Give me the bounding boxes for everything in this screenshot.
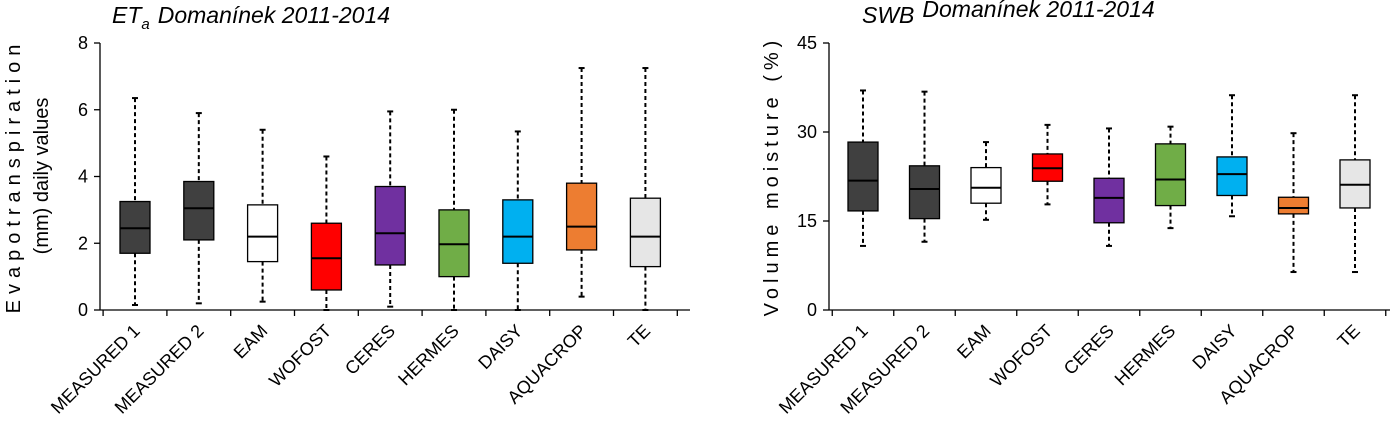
chart-eta-title: ETa Domanínek 2011-2014 bbox=[112, 2, 390, 33]
swb-iqr-box bbox=[847, 141, 879, 212]
eta-iqr-box bbox=[310, 222, 343, 291]
chart-swb-title: SWB Domanínek 2011-2014 bbox=[862, 0, 1155, 28]
swb-category-label: EAM bbox=[953, 321, 995, 363]
eta-ytick-label: 2 bbox=[78, 233, 88, 253]
swb-iqr-box bbox=[1216, 156, 1248, 197]
eta-ytick-label: 6 bbox=[78, 100, 88, 120]
eta-iqr-box bbox=[246, 204, 279, 263]
eta-iqr-box bbox=[629, 197, 662, 268]
swb-iqr-box bbox=[1277, 196, 1310, 215]
swb-ytick-label: 30 bbox=[797, 122, 817, 142]
chart-eta: ETa Domanínek 2011-2014 Evapotranspiratio… bbox=[3, 2, 690, 418]
swb-ytick-label: 45 bbox=[797, 33, 817, 53]
eta-iqr-box bbox=[183, 180, 215, 241]
swb-category-label: TE bbox=[1333, 321, 1363, 351]
swb-box-7 bbox=[1277, 132, 1310, 274]
eta-box-8 bbox=[629, 67, 662, 311]
eta-iqr-box bbox=[438, 209, 470, 278]
eta-category-label: EAM bbox=[230, 321, 272, 363]
swb-box-4 bbox=[1093, 127, 1125, 247]
swb-category-label: CERES bbox=[1060, 321, 1118, 379]
eta-box-3 bbox=[310, 155, 343, 311]
chart-swb-ylabel: Volume moisture (%) bbox=[761, 36, 783, 317]
swb-box-8 bbox=[1339, 94, 1371, 274]
eta-ytick-label: 4 bbox=[78, 167, 88, 187]
eta-category-label: DAISY bbox=[474, 321, 526, 373]
eta-box-2 bbox=[246, 128, 279, 303]
swb-box-2 bbox=[970, 141, 1002, 221]
eta-box-6 bbox=[502, 130, 534, 311]
chart-eta-title-rest: Domanínek 2011-2014 bbox=[158, 2, 390, 28]
eta-category-label: CERES bbox=[341, 321, 399, 379]
eta-category-label: TE bbox=[624, 321, 654, 351]
eta-iqr-box bbox=[374, 185, 406, 266]
eta-category-label: HERMES bbox=[394, 321, 463, 390]
eta-ytick-label: 0 bbox=[78, 300, 88, 320]
swb-iqr-box bbox=[1093, 177, 1125, 224]
swb-iqr-box bbox=[1154, 143, 1187, 207]
swb-ytick-label: 0 bbox=[807, 300, 817, 320]
chart-eta-title-main: ET bbox=[112, 2, 143, 28]
swb-box-1 bbox=[908, 90, 941, 243]
chart-swb-title-rest: Domanínek 2011-2014 bbox=[922, 0, 1154, 22]
eta-box-4 bbox=[374, 110, 406, 308]
swb-box-6 bbox=[1216, 94, 1248, 218]
eta-box-7 bbox=[565, 67, 598, 298]
chart-eta-ylabel-line1: Evapotranspiration bbox=[3, 39, 25, 314]
eta-ytick-label: 8 bbox=[78, 33, 88, 53]
swb-box-0 bbox=[847, 89, 879, 247]
chart-eta-ylabel-line2: (mm) daily values bbox=[31, 98, 53, 255]
swb-iqr-box bbox=[908, 165, 941, 220]
chart-swb: SWB Domanínek 2011-2014 Volume moisture (… bbox=[761, 0, 1390, 418]
swb-category-label: WOFOST bbox=[986, 321, 1056, 391]
swb-category-label: HERMES bbox=[1111, 321, 1180, 390]
eta-iqr-box bbox=[565, 182, 598, 251]
swb-category-label: DAISY bbox=[1188, 321, 1240, 373]
eta-iqr-box bbox=[502, 199, 534, 264]
eta-box-1 bbox=[183, 112, 215, 305]
swb-box-3 bbox=[1031, 123, 1064, 206]
chart-eta-title-sub: a bbox=[141, 16, 149, 33]
swb-ytick-label: 15 bbox=[797, 211, 817, 231]
swb-iqr-box bbox=[970, 166, 1002, 204]
chart-swb-title-main: SWB bbox=[862, 2, 914, 28]
swb-box-5 bbox=[1154, 125, 1187, 230]
eta-box-0 bbox=[119, 97, 151, 306]
eta-box-5 bbox=[438, 108, 470, 311]
eta-category-label: WOFOST bbox=[265, 321, 335, 391]
